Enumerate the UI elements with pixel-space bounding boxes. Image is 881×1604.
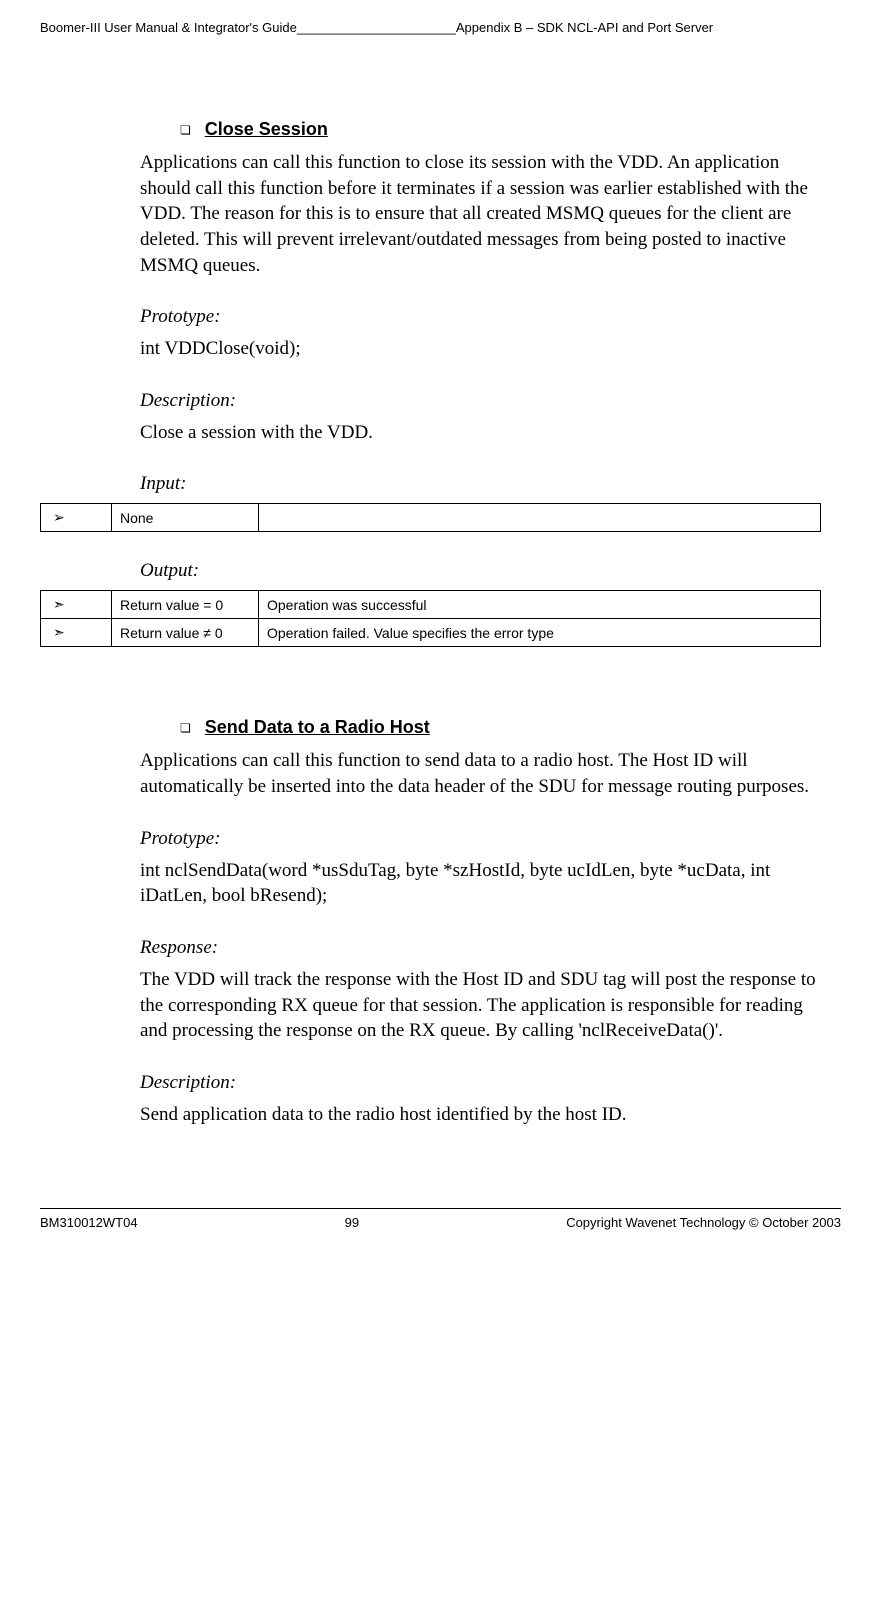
table-row: ➣ Return value ≠ 0 Operation failed. Val… — [41, 619, 821, 647]
close-session-intro: Applications can call this function to c… — [140, 150, 821, 278]
response-text-2: The VDD will track the response with the… — [140, 967, 821, 1044]
square-bullet-icon: ❏ — [180, 123, 191, 138]
prototype-label-1: Prototype: — [140, 306, 821, 328]
page-header: Boomer-III User Manual & Integrator's Gu… — [40, 20, 841, 39]
description-label-2: Description: — [140, 1072, 821, 1094]
input-none-desc — [259, 504, 821, 532]
footer-center: 99 — [345, 1215, 359, 1230]
output-row1-label: Return value ≠ 0 — [112, 619, 259, 647]
response-label-2: Response: — [140, 937, 821, 959]
input-none-label: None — [112, 504, 259, 532]
description-label-1: Description: — [140, 390, 821, 412]
description-text-2: Send application data to the radio host … — [140, 1102, 821, 1128]
prototype-code-2: int nclSendData(word *usSduTag, byte *sz… — [140, 858, 821, 909]
footer-left: BM310012WT04 — [40, 1215, 138, 1230]
header-right: Appendix B – SDK NCL-API and Port Server — [456, 20, 713, 35]
send-data-intro: Applications can call this function to s… — [140, 748, 821, 799]
output-row0-desc: Operation was successful — [259, 591, 821, 619]
output-label-1: Output: — [140, 560, 821, 582]
square-bullet-icon: ❏ — [180, 721, 191, 736]
footer-right: Copyright Wavenet Technology © October 2… — [566, 1215, 841, 1230]
arrow-icon: ➣ — [41, 619, 112, 647]
prototype-label-2: Prototype: — [140, 828, 821, 850]
output-row0-label: Return value = 0 — [112, 591, 259, 619]
close-session-heading: Close Session — [205, 119, 328, 140]
description-text-1: Close a session with the VDD. — [140, 420, 821, 446]
input-label-1: Input: — [140, 473, 821, 495]
arrow-icon: ➢ — [41, 504, 112, 532]
output-table-1: ➣ Return value = 0 Operation was success… — [40, 590, 821, 647]
prototype-code-1: int VDDClose(void); — [140, 336, 821, 362]
table-row: ➣ Return value = 0 Operation was success… — [41, 591, 821, 619]
output-row1-desc: Operation failed. Value specifies the er… — [259, 619, 821, 647]
send-data-heading: Send Data to a Radio Host — [205, 717, 430, 738]
header-left: Boomer-III User Manual & Integrator's Gu… — [40, 20, 297, 35]
input-table-1: ➢ None — [40, 503, 821, 532]
table-row: ➢ None — [41, 504, 821, 532]
page-footer: BM310012WT04 99 Copyright Wavenet Techno… — [40, 1208, 841, 1230]
arrow-icon: ➣ — [41, 591, 112, 619]
header-underscores: ______________________ — [297, 20, 456, 35]
